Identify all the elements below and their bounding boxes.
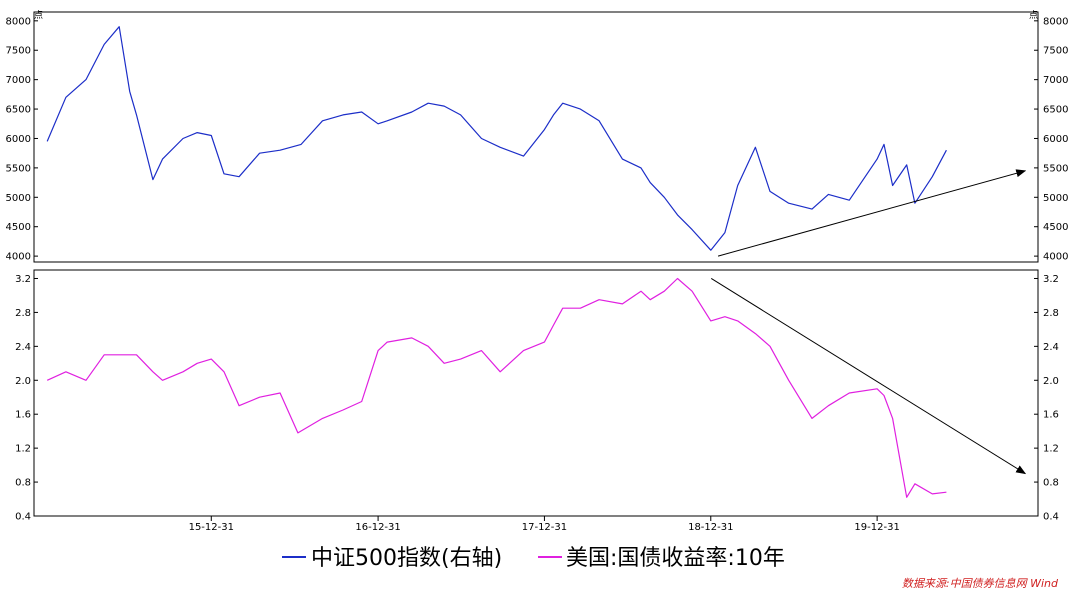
top-left-tick-label: 7000 bbox=[6, 75, 31, 86]
bottom-right-tick-label: 0.8 bbox=[1043, 478, 1059, 489]
bottom-left-tick-label: 0.8 bbox=[15, 478, 31, 489]
top-right-unit-label: 点 bbox=[1029, 10, 1038, 21]
x-tick-label: 18-12-31 bbox=[688, 522, 733, 533]
bottom-left-tick-label: 0.4 bbox=[15, 512, 31, 523]
top-right-tick-label: 4500 bbox=[1043, 222, 1068, 233]
bottom-left-tick-label: 2.8 bbox=[15, 308, 31, 319]
top-trend-arrow bbox=[717, 169, 1027, 257]
bottom-left-tick-label: 2.4 bbox=[15, 342, 31, 353]
x-tick-label: 16-12-31 bbox=[355, 522, 400, 533]
bottom-trend-arrow bbox=[710, 278, 1027, 475]
x-tick-label: 15-12-31 bbox=[189, 522, 234, 533]
top-right-tick-label: 5000 bbox=[1043, 193, 1068, 204]
data-source-note: 数据来源:中国债券信息网 Wind bbox=[902, 577, 1059, 590]
top-left-tick-label: 6500 bbox=[6, 105, 31, 116]
bottom-left-tick-label: 1.2 bbox=[15, 444, 31, 455]
top-left-tick-label: 4000 bbox=[6, 252, 31, 263]
bottom-right-tick-label: 0.4 bbox=[1043, 512, 1059, 523]
legend-yield-label: 美国:国债收益率:10年 bbox=[566, 546, 785, 571]
top-right-tick-label: 7500 bbox=[1043, 46, 1068, 57]
top-right-tick-label: 6000 bbox=[1043, 134, 1068, 145]
csi500-index-line bbox=[46, 26, 947, 251]
top-panel-frame bbox=[33, 11, 1039, 263]
top-left-unit-label: 点 bbox=[34, 10, 43, 21]
top-left-tick-label: 5000 bbox=[6, 193, 31, 204]
trend-arrows bbox=[710, 169, 1027, 475]
bottom-right-tick-label: 1.6 bbox=[1043, 410, 1059, 421]
bottom-right-tick-label: 1.2 bbox=[1043, 444, 1059, 455]
axis-ticks: 4000 4000 4500 4500 5000 5000 5500 5500 6000 6000… bbox=[6, 16, 1069, 533]
top-left-tick-label: 4500 bbox=[6, 222, 31, 233]
series-lines bbox=[46, 26, 947, 498]
bottom-left-tick-label: 2.0 bbox=[15, 376, 31, 387]
legend-index-label: 中证500指数(右轴) bbox=[311, 546, 502, 571]
top-right-tick-label: 4000 bbox=[1043, 252, 1068, 263]
bottom-left-tick-label: 3.2 bbox=[15, 274, 31, 285]
bottom-panel-frame bbox=[33, 269, 1039, 517]
x-tick-label: 19-12-31 bbox=[854, 522, 899, 533]
bottom-right-tick-label: 2.0 bbox=[1043, 376, 1059, 387]
x-tick-label: 17-12-31 bbox=[522, 522, 567, 533]
legend: 中证500指数(右轴) 美国:国债收益率:10年 bbox=[282, 546, 785, 571]
top-left-tick-label: 6000 bbox=[6, 134, 31, 145]
bottom-right-tick-label: 3.2 bbox=[1043, 274, 1059, 285]
top-right-tick-label: 6500 bbox=[1043, 105, 1068, 116]
top-right-tick-label: 5500 bbox=[1043, 163, 1068, 174]
top-left-tick-label: 5500 bbox=[6, 163, 31, 174]
us-10y-yield-line bbox=[46, 277, 947, 498]
top-right-tick-label: 8000 bbox=[1043, 16, 1068, 27]
top-left-tick-label: 8000 bbox=[6, 16, 31, 27]
bottom-right-tick-label: 2.8 bbox=[1043, 308, 1059, 319]
bottom-right-tick-label: 2.4 bbox=[1043, 342, 1059, 353]
top-left-tick-label: 7500 bbox=[6, 46, 31, 57]
bottom-left-tick-label: 1.6 bbox=[15, 410, 31, 421]
top-right-tick-label: 7000 bbox=[1043, 75, 1068, 86]
